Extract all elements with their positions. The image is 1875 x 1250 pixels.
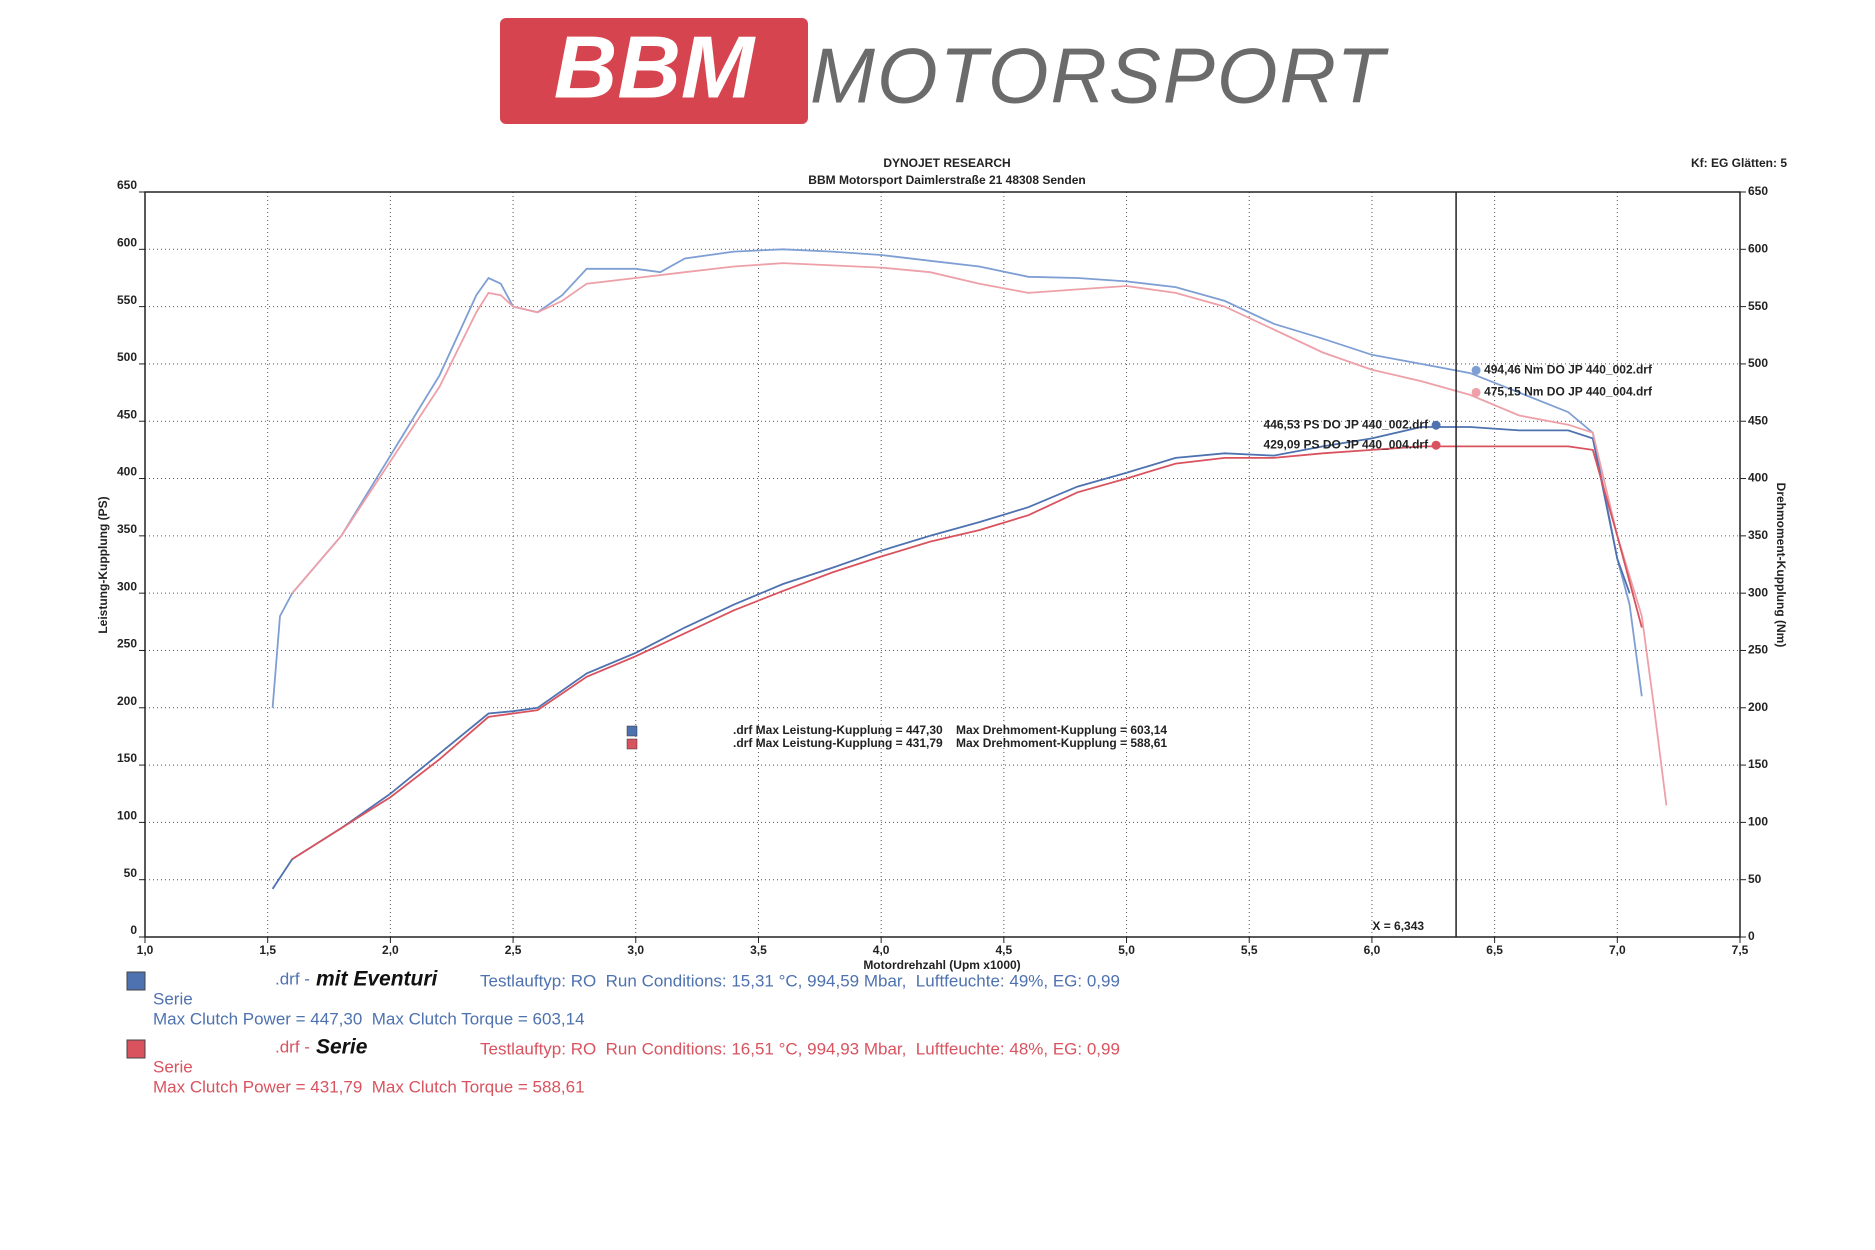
- logo-brand: BBM: [554, 17, 756, 116]
- cursor-dot: [1471, 365, 1481, 375]
- x-tick-label: 5,0: [1118, 943, 1135, 957]
- cursor-reading: 446,53 PS DO JP 440_002.drf: [1264, 417, 1430, 431]
- legend-sub: Serie: [153, 1057, 193, 1076]
- y2-tick-label: 500: [1748, 356, 1768, 370]
- y-tick-label: 600: [117, 235, 137, 249]
- y-tick-label: 0: [130, 923, 137, 937]
- y2-tick-label: 50: [1748, 872, 1762, 886]
- chart-subtitle: BBM Motorsport Daimlerstraße 21 48308 Se…: [808, 173, 1085, 187]
- y2-axis-label: Drehmoment-Kupplung (Nm): [1774, 483, 1788, 648]
- legend-sub: Serie: [153, 989, 193, 1008]
- legend-swatch: [126, 971, 146, 991]
- cursor-dot: [1431, 420, 1441, 430]
- y-tick-label: 50: [124, 866, 138, 880]
- x-tick-label: 4,0: [873, 943, 890, 957]
- legend-swatch: [126, 1039, 146, 1059]
- y-tick-label: 100: [117, 809, 137, 823]
- cursor-reading: 494,46 Nm DO JP 440_002.drf: [1484, 362, 1653, 376]
- y2-tick-label: 0: [1748, 929, 1755, 943]
- legend-name: mit Eventuri: [316, 968, 439, 991]
- summary-swatch: [626, 725, 638, 737]
- x-tick-label: 2,5: [505, 943, 522, 957]
- cursor-dot: [1471, 387, 1481, 397]
- torque-line: [271, 248, 1643, 708]
- x-tick-label: 1,5: [259, 943, 276, 957]
- cursor-reading: 429,09 PS DO JP 440_004.drf: [1264, 437, 1430, 451]
- logo-box: [500, 18, 808, 124]
- y2-tick-label: 150: [1748, 757, 1768, 771]
- x-tick-label: 2,0: [382, 943, 399, 957]
- y2-tick-label: 550: [1748, 299, 1768, 313]
- y2-tick-label: 400: [1748, 471, 1768, 485]
- y2-tick-label: 450: [1748, 413, 1768, 427]
- legend-prefix: .drf -: [275, 1037, 310, 1056]
- cursor-dot: [1431, 440, 1441, 450]
- torque-line: [291, 262, 1668, 806]
- y-tick-label: 450: [117, 407, 137, 421]
- x-tick-label: 3,5: [750, 943, 767, 957]
- y-axis-label: Leistung-Kupplung (PS): [96, 496, 110, 633]
- power-line: [291, 445, 1643, 860]
- x-tick-label: 5,5: [1241, 943, 1258, 957]
- y-tick-label: 300: [117, 579, 137, 593]
- legend-max: Max Clutch Power = 447,30 Max Clutch Tor…: [153, 1009, 585, 1028]
- cursor-reading: 475,15 Nm DO JP 440_004.drf: [1484, 385, 1653, 399]
- logo-name: MOTORSPORT: [810, 32, 1390, 120]
- x-tick-label: 7,0: [1609, 943, 1626, 957]
- y-tick-label: 550: [117, 293, 137, 307]
- y-tick-label: 250: [117, 637, 137, 651]
- summary-text: .drf Max Leistung-Kupplung = 447,30 Max …: [733, 723, 1167, 737]
- y2-tick-label: 300: [1748, 585, 1768, 599]
- x-tick-label: 1,0: [137, 943, 154, 957]
- y2-tick-label: 350: [1748, 528, 1768, 542]
- cursor-label: X = 6,343: [1372, 919, 1424, 933]
- y2-tick-label: 200: [1748, 700, 1768, 714]
- x-tick-label: 6,0: [1364, 943, 1381, 957]
- y-tick-label: 150: [117, 751, 137, 765]
- x-tick-label: 7,5: [1732, 943, 1749, 957]
- y-tick-label: 400: [117, 465, 137, 479]
- summary-text: .drf Max Leistung-Kupplung = 431,79 Max …: [733, 736, 1167, 750]
- power-line: [271, 426, 1631, 890]
- y-tick-label: 200: [117, 694, 137, 708]
- x-tick-label: 4,5: [996, 943, 1013, 957]
- y2-tick-label: 100: [1748, 815, 1768, 829]
- x-axis-label: Motordrehzahl (Upm x1000): [863, 958, 1020, 972]
- plot-frame: [144, 191, 1741, 938]
- x-tick-label: 6,5: [1486, 943, 1503, 957]
- y-tick-label: 500: [117, 350, 137, 364]
- chart-title: DYNOJET RESEARCH: [883, 156, 1010, 170]
- y2-tick-label: 650: [1748, 184, 1768, 198]
- settings: Kf: EG Glätten: 5: [1691, 156, 1787, 170]
- y-tick-label: 650: [117, 178, 137, 192]
- legend-name: Serie: [316, 1036, 368, 1059]
- y2-tick-label: 250: [1748, 643, 1768, 657]
- legend-info: Testlauftyp: RO Run Conditions: 16,51 °C…: [480, 1039, 1120, 1058]
- legend-info: Testlauftyp: RO Run Conditions: 15,31 °C…: [480, 971, 1120, 990]
- y-tick-label: 350: [117, 522, 137, 536]
- legend-max: Max Clutch Power = 431,79 Max Clutch Tor…: [153, 1077, 585, 1096]
- x-tick-label: 3,0: [627, 943, 644, 957]
- summary-swatch: [626, 738, 638, 750]
- y2-tick-label: 600: [1748, 241, 1768, 255]
- legend-prefix: .drf -: [275, 969, 310, 988]
